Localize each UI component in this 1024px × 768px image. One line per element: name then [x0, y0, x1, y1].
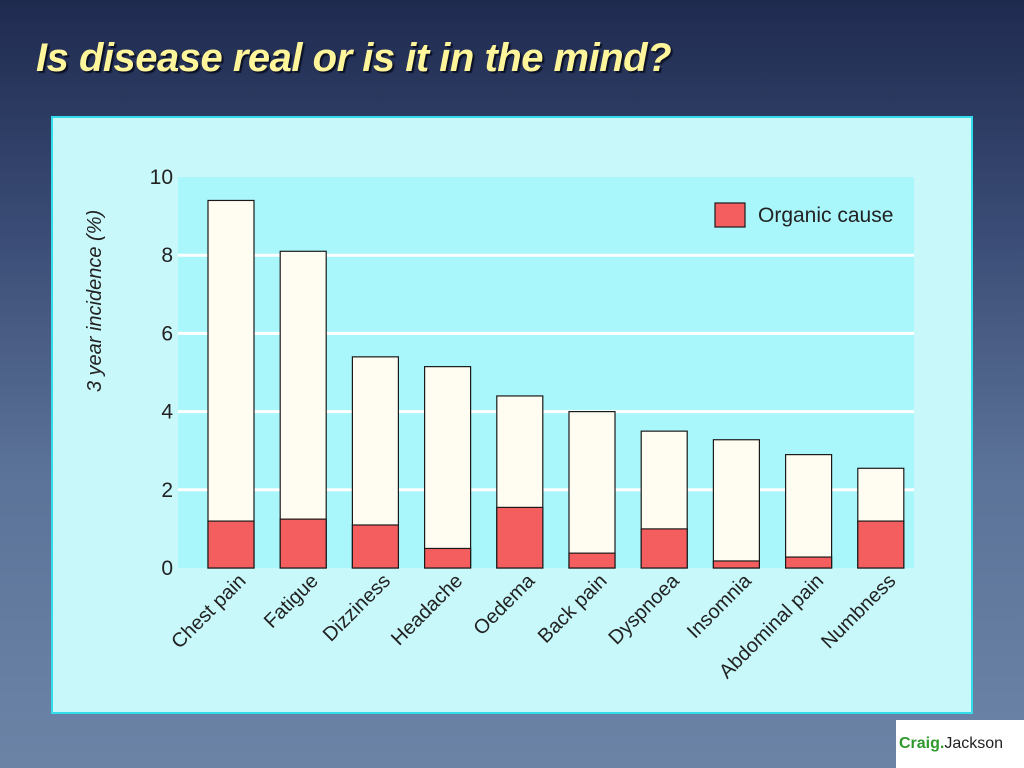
bar-total-headache [424, 366, 472, 569]
bar-total-chest-pain [207, 199, 255, 569]
y-tick-label: 4 [161, 401, 173, 424]
y-tick-label: 6 [161, 322, 173, 345]
y-tick-label: 10 [150, 166, 173, 189]
legend-label: Organic cause [758, 204, 893, 227]
bar-organic-fatigue [279, 518, 327, 569]
bar-total-back-pain [568, 411, 616, 569]
bar-organic-numbness [857, 520, 905, 569]
x-tick-label: Insomnia [683, 569, 757, 643]
bar-organic-headache [424, 547, 472, 569]
bar-organic-dizziness [351, 524, 399, 569]
x-tick-label: Headache [387, 570, 467, 650]
y-tick-label: 2 [161, 479, 173, 502]
y-axis-label: 3 year incidence (%) [84, 210, 106, 392]
x-tick-label: Dyspnoea [604, 569, 684, 649]
bar-organic-abdominal-pain [784, 556, 833, 569]
x-tick-label: Oedema [470, 569, 540, 639]
brand-first-name: Craig. [899, 735, 945, 752]
bar-chart: 0 2 4 6 8 10 3 year incidence (%) Chest pain Fat… [84, 166, 914, 683]
x-tick-label: Numbness [817, 570, 900, 653]
bar-organic-back-pain [568, 552, 616, 569]
slide-title: Is disease real or is it in the mind? [36, 36, 672, 80]
y-tick-label: 8 [161, 244, 173, 267]
x-tick-label: Back pain [534, 570, 612, 648]
chart-panel: 0 2 4 6 8 10 3 year incidence (%) Chest pain Fat… [51, 116, 973, 714]
bar-organic-oedema [496, 506, 544, 569]
brand-last-name: Jackson [944, 735, 1004, 752]
bar-organic-dyspnoea [640, 528, 688, 569]
x-tick-label: Fatigue [260, 570, 323, 633]
legend-swatch [714, 202, 746, 228]
y-tick-label: 0 [161, 557, 173, 580]
bar-total-insomnia [712, 439, 761, 569]
bar-organic-insomnia [712, 560, 761, 569]
x-tick-label: Dizziness [319, 570, 395, 646]
x-tick-label: Chest pain [167, 570, 250, 653]
bar-organic-chest-pain [207, 520, 255, 569]
bar-total-abdominal-pain [784, 454, 833, 569]
brand-logo: Craig.Jackson [896, 720, 1024, 768]
